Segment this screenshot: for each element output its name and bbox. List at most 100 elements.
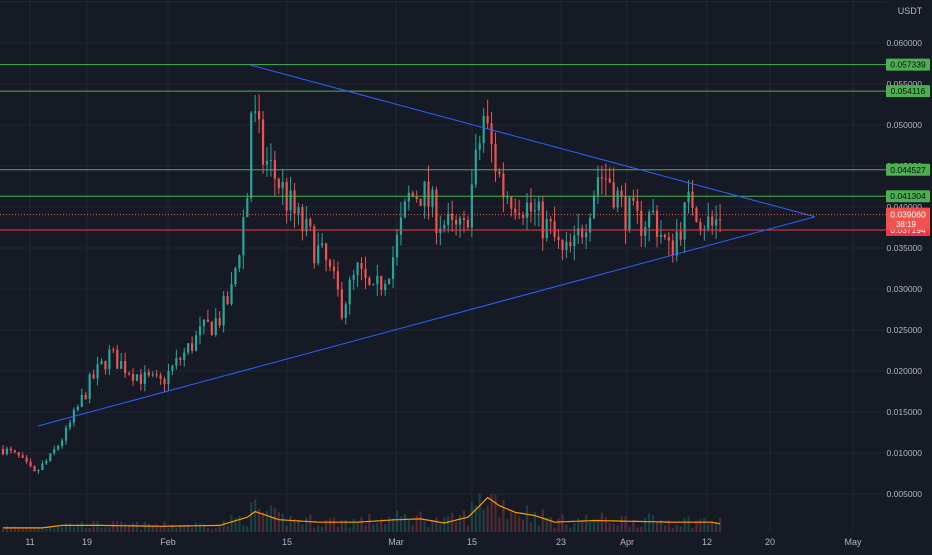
volume-bar xyxy=(281,513,284,532)
horizontal-levels[interactable] xyxy=(0,64,886,231)
candle-body xyxy=(324,243,328,261)
candle-body xyxy=(620,190,623,197)
volume-bar xyxy=(592,521,596,532)
volume-bar xyxy=(277,511,280,532)
volume-bar xyxy=(187,524,190,532)
volume-bar xyxy=(147,523,150,532)
volume-bar xyxy=(348,527,351,532)
candle-body xyxy=(577,228,580,236)
candle-body xyxy=(9,448,12,451)
candle-body xyxy=(281,181,284,189)
candle-body xyxy=(246,198,249,218)
candle-body xyxy=(171,365,174,371)
volume-bar xyxy=(21,527,24,532)
candle-body xyxy=(715,219,718,226)
volume-bar xyxy=(640,526,643,532)
time-tick-label: 12 xyxy=(702,537,712,547)
candle-body xyxy=(399,217,403,235)
volume-bar xyxy=(80,521,83,532)
volume-bar xyxy=(135,521,139,532)
candle-body xyxy=(265,160,269,165)
volume-bar xyxy=(498,517,501,532)
candle-body xyxy=(675,231,678,256)
candle-body xyxy=(703,228,706,230)
time-tick-label: 20 xyxy=(765,537,775,547)
price-tick-label: 0.040000 xyxy=(887,202,923,212)
volume-bar xyxy=(545,517,548,532)
candle-body xyxy=(671,240,674,256)
volume-bar xyxy=(715,523,718,532)
price-axis[interactable]: 0.0600000.0550000.0500000.0450000.040000… xyxy=(886,0,932,550)
candle-body xyxy=(384,283,387,290)
currency-badge-bg xyxy=(896,0,928,20)
candle-body xyxy=(545,219,548,239)
volume-bar xyxy=(49,527,52,532)
candle-body xyxy=(328,260,332,267)
volume-bar xyxy=(388,516,391,532)
volume-bar xyxy=(423,521,426,532)
volume-bar xyxy=(695,520,698,532)
triangle-trendlines[interactable] xyxy=(37,64,816,427)
volume-bar xyxy=(336,526,339,532)
candle-body xyxy=(411,192,414,197)
candle-body xyxy=(301,207,304,232)
candle-body xyxy=(309,219,312,227)
volume-bar xyxy=(159,526,162,532)
volume-bar xyxy=(608,523,611,532)
volume-bar xyxy=(687,516,690,532)
volume-bar xyxy=(273,507,276,532)
volume-bar xyxy=(317,525,320,532)
volume-bar xyxy=(242,525,245,532)
volume-bar xyxy=(655,521,659,532)
level-price-tag xyxy=(886,163,930,176)
volume-bar xyxy=(447,515,450,532)
volume-bar xyxy=(466,525,470,532)
candle-body xyxy=(57,445,60,450)
volume-bar xyxy=(663,525,667,532)
volume-bar xyxy=(293,518,296,532)
volume-bar xyxy=(25,527,28,532)
candle-body xyxy=(474,149,477,185)
candle-body xyxy=(100,360,103,365)
volume-bar xyxy=(175,528,178,532)
volume-bar xyxy=(340,520,343,532)
volume-bar xyxy=(297,520,300,532)
candle-body xyxy=(340,289,343,318)
volume-bar xyxy=(64,523,68,532)
candle-body xyxy=(45,460,48,464)
volume-bar xyxy=(525,505,529,532)
candle-body xyxy=(407,192,410,202)
volume-bar xyxy=(431,520,434,532)
volume-bar xyxy=(202,524,206,532)
candle-body xyxy=(711,216,714,226)
volume-bar xyxy=(679,526,682,532)
volume-bar xyxy=(624,516,627,532)
candle-body xyxy=(667,237,670,241)
volume-bar xyxy=(636,527,639,532)
volume-bar xyxy=(691,528,694,532)
volume-bar xyxy=(194,522,198,532)
price-tick-label: 0.015000 xyxy=(887,407,923,417)
volume-bar xyxy=(671,527,674,532)
candle-body xyxy=(518,213,521,215)
countdown-label: 38:19 xyxy=(896,220,917,229)
volume-bar xyxy=(502,499,505,532)
volume-bar xyxy=(124,523,127,532)
volume-bar xyxy=(1,529,5,532)
volume-bar xyxy=(659,520,663,532)
level-price-tag xyxy=(886,190,930,203)
time-axis[interactable]: 11 19 Feb 15 Mar 15 23 Apr 12 20 May xyxy=(0,532,932,550)
volume-bar xyxy=(577,518,580,532)
candle-body xyxy=(147,372,150,376)
candle-body xyxy=(537,201,540,211)
candle-body xyxy=(423,181,426,206)
volume-bar xyxy=(151,526,154,532)
candle-body xyxy=(293,190,296,214)
price-tick-label: 0.030000 xyxy=(887,284,923,294)
candle-body xyxy=(490,123,493,145)
candle-body xyxy=(443,224,446,229)
candle-body xyxy=(64,427,68,441)
volume-bar xyxy=(490,494,493,532)
volume-bar xyxy=(588,520,592,532)
